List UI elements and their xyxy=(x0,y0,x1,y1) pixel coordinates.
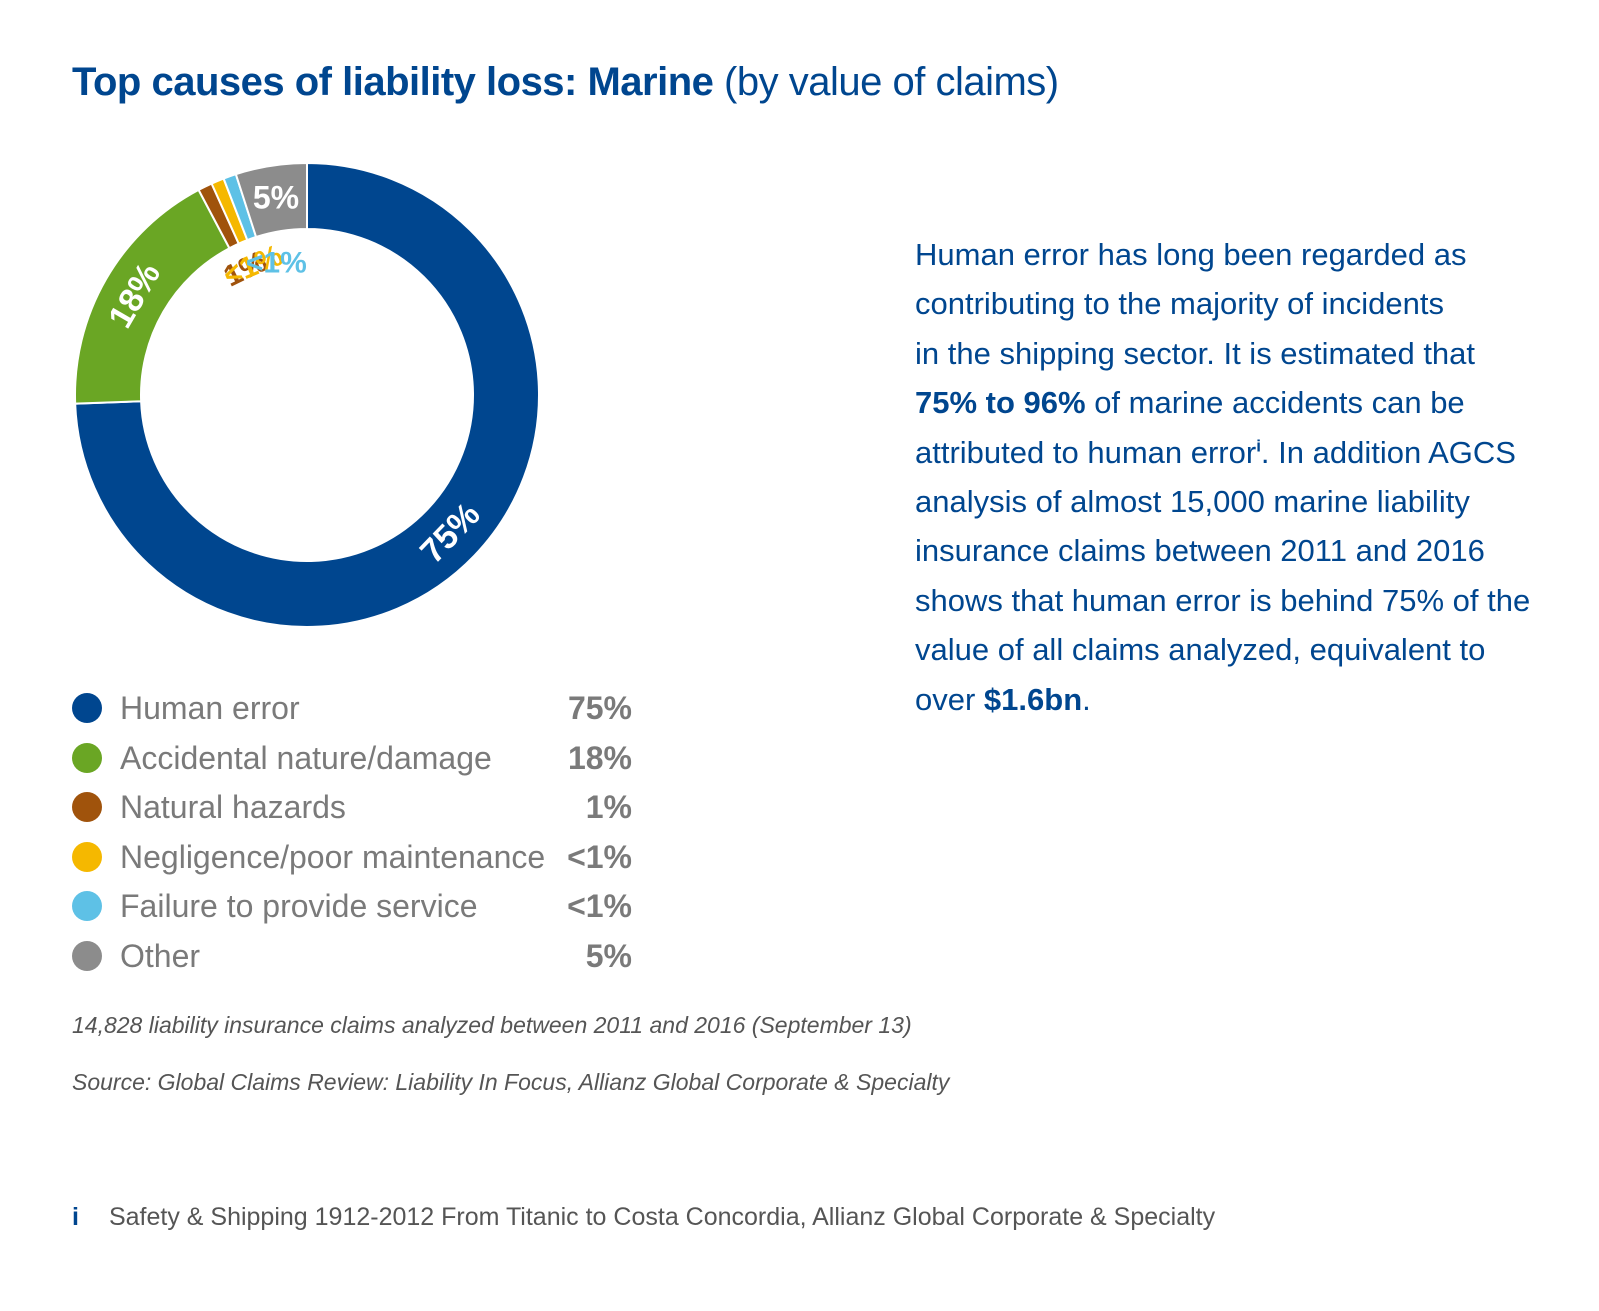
donut-slice-other xyxy=(234,161,308,239)
body-line: attributed to human errori. In addition … xyxy=(915,428,1555,477)
chart-title: Top causes of liability loss: Marine (by… xyxy=(72,60,1059,105)
donut-chart: 75%18% 1%<1%<1%5% xyxy=(74,161,540,628)
donut-slice-human-error xyxy=(74,161,540,628)
body-line: over $1.6bn. xyxy=(915,675,1555,724)
highlight-range: 75% to 96% xyxy=(915,385,1086,421)
footnote-text: Safety & Shipping 1912-2012 From Titanic… xyxy=(108,1203,1216,1231)
chart-title-qualifier: (by value of claims) xyxy=(724,60,1059,104)
body-text-fragment: . In addition AGCS xyxy=(1260,434,1516,470)
body-text-fragment: attributed to human error xyxy=(915,434,1257,470)
footnote: i Safety & Shipping 1912-2012 From Titani… xyxy=(72,1203,1215,1232)
body-line: analysis of almost 15,000 marine liabili… xyxy=(915,484,1470,520)
body-line: value of all claims analyzed, equivalent… xyxy=(915,632,1486,668)
body-line: contributing to the majority of incident… xyxy=(915,286,1444,322)
claims-note: 14,828 liability insurance claims analyz… xyxy=(72,1012,912,1038)
legend-swatch-icon xyxy=(72,841,102,872)
legend-item: Negligence/poor maintenance <1% xyxy=(72,839,632,889)
highlight-amount: $1.6bn xyxy=(983,681,1083,717)
footnote-reference: i xyxy=(1256,436,1261,456)
body-line: in the shipping sector. It is estimated … xyxy=(915,335,1476,371)
body-paragraph: Human error has long been regarded as co… xyxy=(915,230,1555,724)
legend-value: <1% xyxy=(567,838,632,875)
legend-value: 5% xyxy=(585,937,632,974)
body-line: insurance claims between 2011 and 2016 xyxy=(915,533,1485,569)
body-text-fragment: over xyxy=(915,681,984,717)
legend-swatch-icon xyxy=(72,940,102,971)
body-text-fragment: . xyxy=(1082,681,1091,717)
donut-slice-label: 5% xyxy=(253,179,299,215)
body-line: Human error has long been regarded as xyxy=(915,237,1467,272)
legend-label: Other xyxy=(120,937,201,974)
body-text-fragment: of marine accidents can be xyxy=(1085,385,1465,421)
chart-title-main: Top causes of liability loss: Marine xyxy=(72,60,714,104)
legend-swatch-icon xyxy=(72,693,102,723)
legend-item: Other 5% xyxy=(72,938,632,988)
legend-item: Accidental nature/damage 18% xyxy=(72,740,632,790)
legend-item: Human error 75% xyxy=(72,690,632,740)
legend-value: 1% xyxy=(585,789,632,825)
footnote-marker: i xyxy=(72,1203,79,1231)
legend-label: Human error xyxy=(120,690,300,726)
legend-label: Natural hazards xyxy=(120,789,346,825)
legend-value: 18% xyxy=(567,739,632,776)
legend-swatch-icon xyxy=(72,891,102,921)
legend-value: 75% xyxy=(567,690,632,726)
donut-slice-label: <1% xyxy=(246,247,307,280)
legend-label: Failure to provide service xyxy=(120,888,478,924)
legend-swatch-icon xyxy=(72,742,102,773)
body-line: 75% to 96% of marine accidents can be xyxy=(915,378,1555,427)
chart-legend: Human error 75% Accidental nature/damage 18… xyxy=(72,690,632,987)
source-note: Source: Global Claims Review: Liability … xyxy=(72,1069,950,1095)
legend-label: Accidental nature/damage xyxy=(120,739,492,776)
legend-item: Natural hazards 1% xyxy=(72,789,632,839)
legend-value: <1% xyxy=(567,888,632,924)
body-line: shows that human error is behind 75% of … xyxy=(915,582,1531,618)
legend-item: Failure to provide service <1% xyxy=(72,888,632,938)
legend-label: Negligence/poor maintenance xyxy=(120,838,546,875)
legend-swatch-icon xyxy=(72,792,102,822)
